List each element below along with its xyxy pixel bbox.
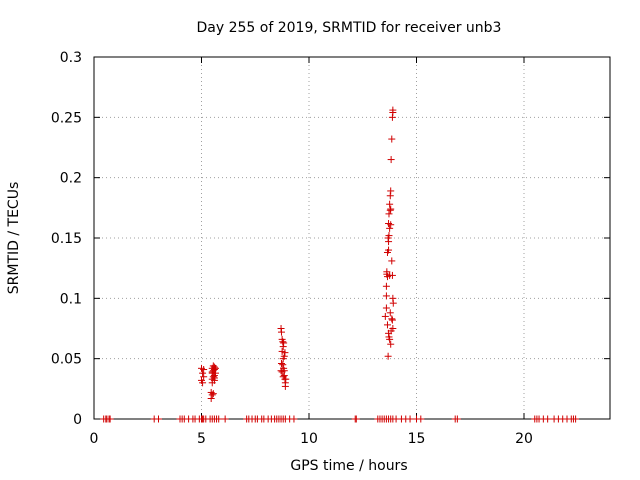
data-point [453,415,461,423]
data-point [211,364,219,372]
y-axis-label: SRMTID / TECUs [6,182,22,295]
data-point [382,292,390,300]
data-point [277,359,285,367]
data-point [199,369,207,377]
data-point [386,309,394,317]
data-point [387,187,395,195]
data-point [155,415,162,423]
data-point [277,367,285,375]
data-point [386,200,394,208]
axis-ticks [93,56,610,420]
data-point [279,361,287,369]
data-point [281,349,289,357]
data-point [389,109,397,117]
data-point [406,415,414,423]
data-point [381,312,389,320]
data-point [215,415,223,423]
data-point [387,327,395,335]
x-tick-label: 20 [515,431,533,447]
plot-frame [93,56,611,420]
x-tick-labels: 0 5 10 15 20 [90,431,533,447]
data-point [387,221,395,229]
data-point [209,390,217,398]
data-point [199,379,207,387]
data-point [386,271,394,279]
data-point [387,156,395,164]
data-point [106,415,114,423]
data-point [385,210,393,218]
data-point [382,304,390,312]
data-point [200,373,208,381]
data-point [208,391,216,399]
y-tick-label: 0.2 [60,171,82,187]
data-point [544,415,552,423]
data-point [386,224,394,232]
data-point [281,382,289,390]
x-axis-label: GPS time / hours [290,458,407,474]
x-tick-label: 10 [300,431,318,447]
data-point [384,352,392,360]
data-point [388,315,396,323]
data-point [388,316,396,324]
y-tick-label: 0.15 [51,231,82,247]
data-points [100,106,580,423]
y-tick-label: 0 [73,412,82,428]
data-point [210,374,218,382]
data-point [207,394,215,402]
data-point [387,205,395,213]
data-point [388,257,396,265]
data-point [209,373,217,381]
y-tick-label: 0.1 [60,291,82,307]
data-point [200,366,208,374]
data-point [385,238,393,246]
data-point [572,415,580,423]
data-point [389,299,397,307]
data-point [280,372,288,380]
data-point [280,339,288,347]
data-point [388,135,396,143]
data-point [382,282,390,290]
data-point [387,340,395,348]
y-tick-label: 0.25 [51,110,82,126]
data-point [210,363,218,371]
data-point [417,415,425,423]
data-point [383,268,391,276]
data-point [282,375,290,383]
chart-title: Day 255 of 2019, SRMTID for receiver unb… [197,20,502,36]
data-point [277,328,285,336]
data-point [290,415,298,423]
y-tick-label: 0.3 [60,50,82,66]
x-tick-label: 15 [408,431,426,447]
x-tick-label: 5 [197,431,206,447]
data-point [278,368,286,376]
y-tick-label: 0.05 [51,352,82,368]
data-point [385,333,393,341]
x-tick-label: 0 [90,431,99,447]
data-point [383,321,391,329]
data-point [221,415,229,423]
y-tick-labels: 0 0.05 0.1 0.15 0.2 0.25 0.3 [51,50,82,428]
data-point [385,232,393,240]
grid [94,57,610,419]
data-point [208,379,216,387]
data-point [208,368,216,376]
data-point [352,415,360,423]
data-point [385,246,393,254]
data-point [280,352,288,360]
